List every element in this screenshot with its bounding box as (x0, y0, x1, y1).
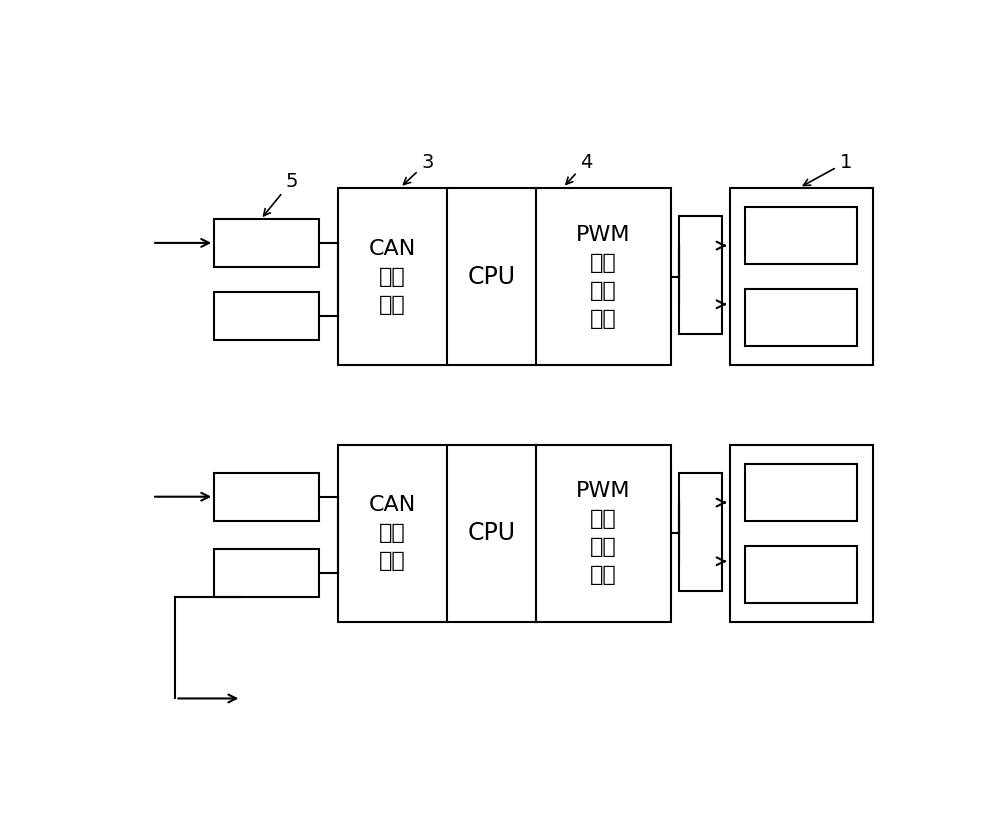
Bar (679, 216, 722, 334)
Bar (745, 464, 857, 521)
Text: PWM
信号
输出
电路: PWM 信号 输出 电路 (576, 224, 631, 329)
Bar (214, 293, 319, 340)
Text: CPU: CPU (467, 522, 515, 545)
Bar (745, 546, 857, 603)
Bar (214, 550, 319, 597)
Bar (338, 445, 671, 622)
Bar (745, 207, 857, 264)
Bar (214, 473, 319, 521)
Bar (679, 473, 722, 591)
Bar (730, 188, 873, 365)
Text: 4: 4 (566, 152, 592, 185)
Text: 3: 3 (404, 152, 433, 185)
Bar (730, 445, 873, 622)
Bar (214, 219, 319, 267)
Text: CAN
接口
电路: CAN 接口 电路 (369, 238, 416, 315)
Text: CAN
接口
电路: CAN 接口 电路 (369, 495, 416, 572)
Bar (338, 188, 671, 365)
Bar (745, 289, 857, 346)
Text: CPU: CPU (467, 265, 515, 288)
Text: 1: 1 (803, 152, 852, 185)
Text: 5: 5 (264, 172, 298, 216)
Text: PWM
信号
输出
电路: PWM 信号 输出 电路 (576, 481, 631, 586)
